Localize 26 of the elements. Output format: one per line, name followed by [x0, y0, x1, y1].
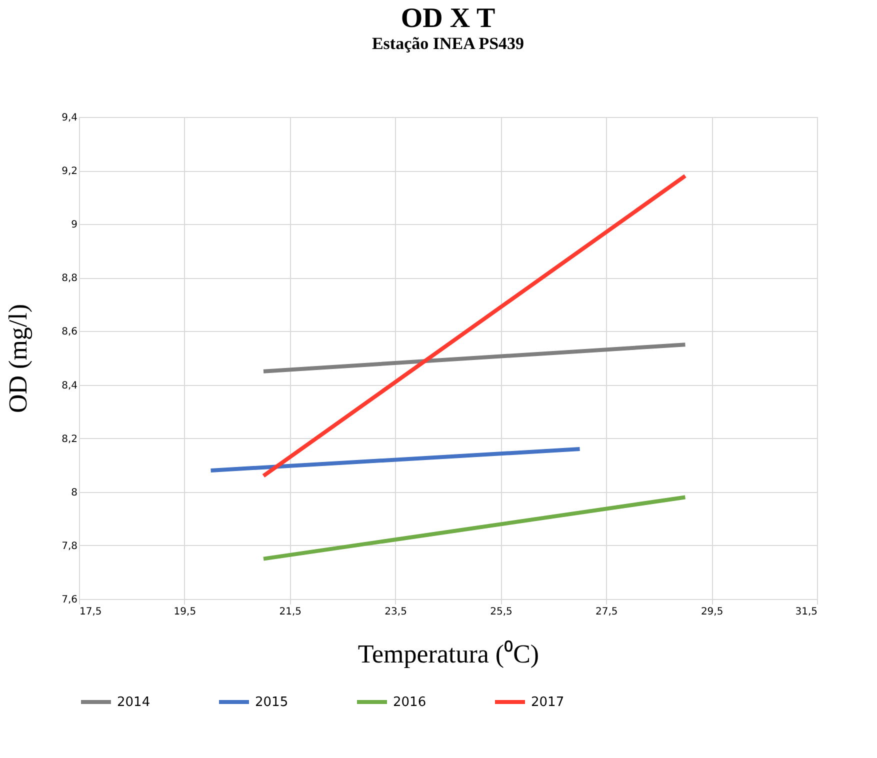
y-tick-label: 9,2	[62, 166, 78, 178]
y-axis-title: OD (mg/l)	[4, 304, 33, 414]
legend-label: 2015	[255, 695, 288, 710]
y-tick-label: 9	[71, 220, 78, 231]
x-tick-label: 21,5	[279, 606, 302, 618]
y-tick-label: 8	[71, 487, 78, 498]
x-tick-label: 19,5	[174, 606, 196, 618]
y-tick-label: 8,4	[62, 380, 78, 392]
x-tick-label: 27,5	[596, 606, 618, 618]
y-tick-label: 8,8	[62, 273, 78, 284]
x-tick-label: 25,5	[490, 606, 512, 618]
x-tick-label: 17,5	[80, 606, 102, 618]
x-axis-title: Temperatura (⁰C)	[358, 640, 540, 668]
legend-label: 2017	[531, 695, 564, 710]
x-tick-label: 31,5	[795, 606, 818, 618]
x-tick-label: 29,5	[700, 606, 724, 618]
y-tick-label: 8,2	[62, 434, 78, 445]
chart-subtitle: Estação INEA PS439	[372, 34, 524, 53]
legend-label: 2016	[393, 695, 426, 710]
y-tick-label: 7,8	[62, 540, 78, 552]
y-tick-label: 8,6	[62, 326, 78, 338]
legend-label: 2014	[117, 695, 150, 710]
chart-title: OD X T	[400, 3, 496, 34]
x-tick-label: 23,5	[384, 606, 407, 618]
y-tick-label: 9,4	[62, 112, 78, 124]
y-tick-label: 7,6	[62, 594, 78, 606]
